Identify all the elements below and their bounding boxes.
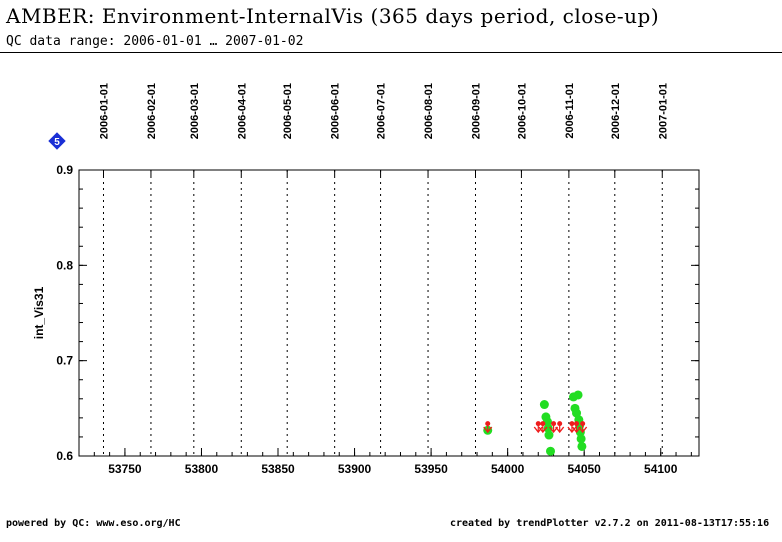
footer-created-by: created by trendPlotter v2.7.2 on 2011-0… bbox=[450, 518, 770, 529]
data-point-outlier bbox=[538, 421, 548, 434]
data-point-ok bbox=[576, 434, 586, 444]
outlier-arrow-head bbox=[538, 426, 548, 434]
date-marker-label: 2006-03-01 bbox=[189, 83, 201, 139]
y-tick-label: 0.8 bbox=[56, 258, 73, 272]
outlier-series bbox=[483, 421, 588, 434]
y-tick-label: 0.9 bbox=[56, 163, 73, 177]
y-tick-label: 0.6 bbox=[56, 449, 73, 463]
outlier-arrow-head bbox=[578, 426, 588, 434]
page-subtitle: QC data range: 2006-01-01 … 2007-01-02 bbox=[6, 34, 304, 49]
y-axis: 0.6 0.7 0.8 0.9 bbox=[56, 163, 699, 463]
date-marker-label: 2006-07-01 bbox=[376, 83, 388, 139]
header-divider bbox=[0, 52, 782, 53]
x-tick-label: 53800 bbox=[185, 462, 219, 476]
number-badge-icon: 5 bbox=[48, 132, 66, 150]
page-title: AMBER: Environment-InternalVis (365 days… bbox=[6, 4, 660, 28]
date-marker-label: 2006-04-01 bbox=[236, 83, 248, 139]
date-marker-label: 2007-01-01 bbox=[657, 83, 669, 139]
date-marker-label: 2006-02-01 bbox=[146, 83, 158, 139]
data-point-ok bbox=[573, 390, 583, 400]
data-point-ok bbox=[577, 441, 587, 451]
x-tick-label: 54100 bbox=[644, 462, 678, 476]
date-marker-label: 2006-05-01 bbox=[282, 83, 294, 139]
data-point-ok bbox=[543, 423, 553, 433]
data-point-ok bbox=[546, 446, 556, 456]
date-marker-label: 2006-01-01 bbox=[98, 83, 110, 139]
badge-label: 5 bbox=[54, 137, 60, 148]
date-marker-label: 2006-09-01 bbox=[470, 83, 482, 139]
data-point-ok bbox=[544, 430, 554, 440]
x-tick-label: 53950 bbox=[414, 462, 448, 476]
date-marker-label: 2006-12-01 bbox=[610, 83, 622, 139]
y-tick-label: 0.7 bbox=[56, 354, 73, 368]
date-marker-label: 2006-08-01 bbox=[423, 83, 435, 139]
x-axis: 53750 53800 53850 53900 53950 54000 54050 54100 bbox=[93, 448, 692, 476]
data-point-outlier bbox=[483, 421, 493, 434]
date-marker-label: 2006-10-01 bbox=[516, 83, 528, 139]
x-tick-label: 54050 bbox=[567, 462, 601, 476]
data-point-outlier bbox=[578, 421, 588, 434]
footer-powered-by: powered by QC: www.eso.org/HC bbox=[6, 518, 181, 529]
outlier-arrow-head bbox=[483, 426, 493, 434]
x-tick-label: 53900 bbox=[338, 462, 372, 476]
date-labels: 2006-01-01 2006-02-01 2006-03-01 2006-04-01… bbox=[98, 83, 669, 139]
y-axis-label: int_Vis31 bbox=[32, 286, 46, 339]
x-tick-label: 53750 bbox=[108, 462, 142, 476]
data-point-ok bbox=[539, 400, 549, 410]
x-tick-label: 53850 bbox=[261, 462, 295, 476]
x-tick-label: 54000 bbox=[491, 462, 525, 476]
outlier-arrow-head bbox=[555, 426, 565, 434]
plot-frame bbox=[78, 169, 700, 457]
date-marker-label: 2006-11-01 bbox=[564, 83, 576, 139]
date-marker-label: 2006-06-01 bbox=[330, 83, 342, 139]
data-point-outlier bbox=[555, 421, 565, 434]
date-gridlines bbox=[102, 170, 663, 456]
